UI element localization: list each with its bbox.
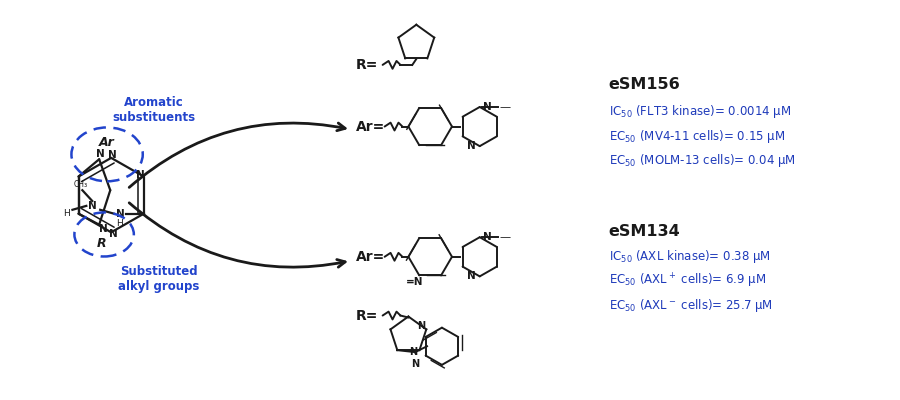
Text: Ar=: Ar= <box>356 120 385 134</box>
Text: CH₃: CH₃ <box>73 180 87 189</box>
Text: H: H <box>117 219 123 228</box>
Text: Aromatic
substituents: Aromatic substituents <box>112 96 195 124</box>
Text: Ar=: Ar= <box>356 250 385 264</box>
Text: R=: R= <box>356 58 378 72</box>
Text: N: N <box>88 201 96 211</box>
Text: H: H <box>63 209 70 218</box>
Text: N: N <box>108 150 116 160</box>
Text: N: N <box>467 271 476 281</box>
Text: N: N <box>482 102 491 112</box>
Text: eSM134: eSM134 <box>608 224 680 239</box>
Text: =N: =N <box>406 277 423 287</box>
Text: N: N <box>418 322 426 332</box>
Text: EC$_{50}$ (MV4-11 cells)= 0.15 μM: EC$_{50}$ (MV4-11 cells)= 0.15 μM <box>608 128 785 145</box>
Text: N: N <box>411 359 419 369</box>
Text: IC$_{50}$ (AXL kinase)= 0.38 μM: IC$_{50}$ (AXL kinase)= 0.38 μM <box>608 248 770 265</box>
Text: Ar: Ar <box>99 136 115 149</box>
Text: EC$_{50}$ (AXL$^+$ cells)= 6.9 μM: EC$_{50}$ (AXL$^+$ cells)= 6.9 μM <box>608 272 766 290</box>
Text: N: N <box>115 209 124 219</box>
Text: N: N <box>99 224 107 234</box>
Text: Substituted
alkyl groups: Substituted alkyl groups <box>118 264 199 292</box>
Text: R=: R= <box>356 308 378 322</box>
Text: N: N <box>467 141 476 151</box>
Text: N: N <box>482 232 491 242</box>
Text: —: — <box>500 102 510 112</box>
Text: eSM156: eSM156 <box>608 77 680 92</box>
Text: R: R <box>96 237 106 250</box>
Text: EC$_{50}$ (MOLM-13 cells)= 0.04 μM: EC$_{50}$ (MOLM-13 cells)= 0.04 μM <box>608 152 796 169</box>
Text: N: N <box>95 149 104 159</box>
Text: —: — <box>500 232 510 242</box>
Text: N: N <box>109 229 118 239</box>
Text: IC$_{50}$ (FLT3 kinase)= 0.0014 μM: IC$_{50}$ (FLT3 kinase)= 0.0014 μM <box>608 103 791 120</box>
Text: EC$_{50}$ (AXL$^-$ cells)= 25.7 μM: EC$_{50}$ (AXL$^-$ cells)= 25.7 μM <box>608 297 772 314</box>
Text: N: N <box>137 170 145 180</box>
Text: N: N <box>410 347 418 357</box>
